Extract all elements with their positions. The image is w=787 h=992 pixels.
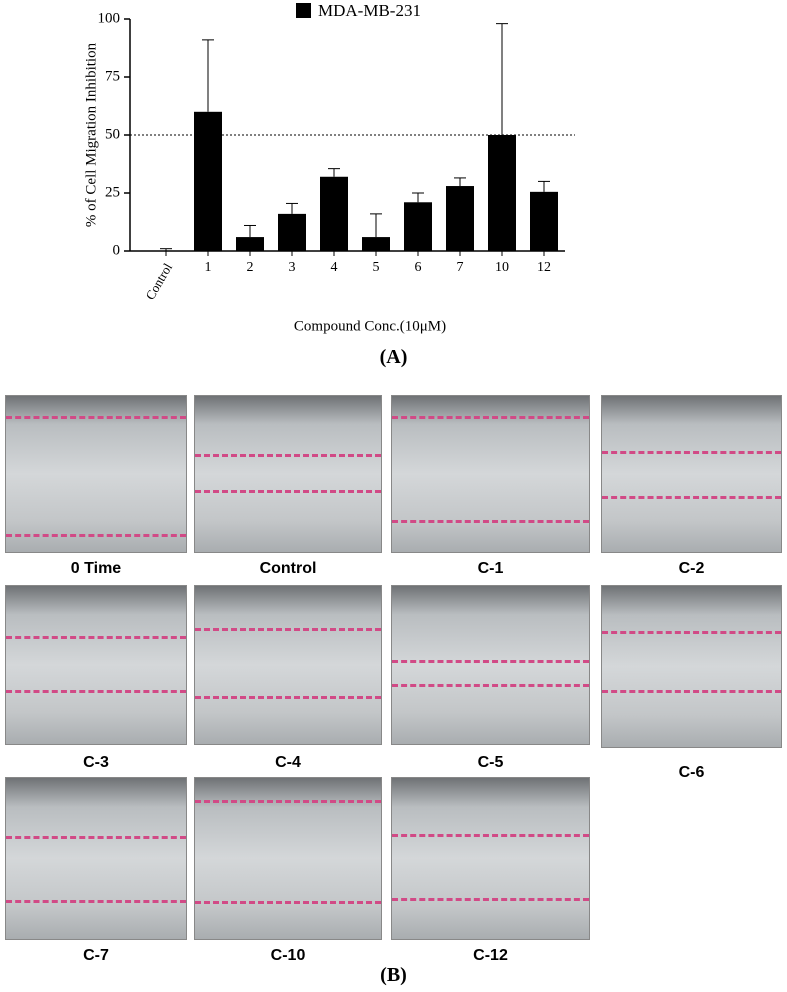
bar — [446, 186, 474, 251]
x-tick-label: 3 — [289, 260, 296, 275]
wound-edge — [602, 690, 781, 693]
wound-edge — [6, 636, 186, 639]
wound-edge — [392, 898, 589, 901]
wound-edge — [195, 800, 381, 803]
wound-edge — [602, 451, 781, 454]
image-caption: C-7 — [83, 947, 109, 964]
micrograph — [5, 395, 187, 553]
bar — [278, 213, 306, 251]
y-tick-label: 0 — [113, 242, 121, 258]
x-tick-label: 5 — [373, 260, 380, 275]
panel-label: (A) — [379, 346, 408, 368]
bar — [530, 191, 558, 251]
wound-edge — [195, 628, 381, 631]
wound-edge — [392, 520, 589, 523]
wound-edge — [392, 416, 589, 419]
bar — [404, 202, 432, 251]
wound-edge — [602, 631, 781, 634]
image-caption: C-12 — [473, 947, 508, 964]
wound-edge — [392, 834, 589, 837]
wound-edge — [6, 690, 186, 693]
micrograph — [391, 777, 590, 940]
panel-label: (B) — [380, 964, 407, 986]
micrograph — [391, 585, 590, 745]
wound-edge — [195, 454, 381, 457]
y-tick-label: 100 — [98, 10, 121, 26]
micrograph — [194, 777, 382, 940]
x-tick-label: 12 — [537, 260, 551, 275]
micrograph — [194, 585, 382, 745]
x-tick-label: 10 — [495, 260, 509, 275]
x-tick-label: 2 — [247, 260, 254, 275]
x-axis-label: Compound Conc.(10μM) — [294, 318, 446, 334]
micrograph — [5, 777, 187, 940]
image-caption: 0 Time — [70, 560, 122, 577]
x-tick-label: 6 — [415, 260, 422, 275]
bar — [320, 176, 348, 251]
image-caption: C-1 — [477, 560, 504, 577]
micrograph — [194, 395, 382, 553]
micrograph — [5, 585, 187, 745]
bar — [194, 111, 222, 251]
bar — [488, 135, 516, 251]
y-axis-label: % of Cell Migration Inhibition — [83, 42, 99, 227]
image-caption: Control — [259, 560, 317, 577]
bar — [362, 237, 390, 251]
x-tick-label: 4 — [331, 260, 338, 275]
wound-edge — [392, 684, 589, 687]
x-tick-label: 1 — [205, 260, 212, 275]
wound-edge — [6, 416, 186, 419]
x-tick-label: Control — [142, 260, 175, 302]
wound-edge — [195, 490, 381, 493]
image-caption: C-5 — [477, 754, 504, 771]
wound-edge — [6, 836, 186, 839]
y-tick-label: 75 — [105, 68, 120, 84]
wound-edge — [195, 696, 381, 699]
legend-swatch — [296, 3, 311, 18]
y-tick-label: 50 — [105, 126, 120, 142]
x-tick-label: 7 — [457, 260, 464, 275]
image-caption: C-2 — [678, 560, 705, 577]
micrograph — [391, 395, 590, 553]
wound-edge — [6, 900, 186, 903]
legend-label: MDA-MB-231 — [318, 1, 421, 20]
wound-edge — [6, 534, 186, 537]
wound-edge — [195, 901, 381, 904]
micrograph — [601, 585, 782, 748]
micrograph — [601, 395, 782, 553]
y-tick-label: 25 — [105, 184, 120, 200]
image-caption: C-4 — [275, 754, 301, 771]
bar — [236, 237, 264, 251]
image-caption: C-6 — [678, 764, 705, 781]
wound-edge — [602, 496, 781, 499]
image-caption: C-3 — [83, 754, 109, 771]
image-caption: C-10 — [270, 947, 306, 964]
wound-edge — [392, 660, 589, 663]
